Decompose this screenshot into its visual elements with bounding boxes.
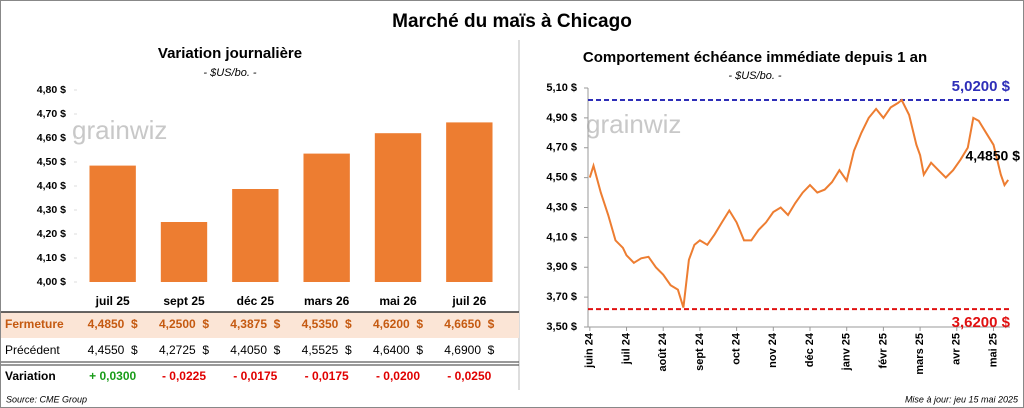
source: Source: CME Group: [6, 394, 87, 404]
y-tick-label: 4,50 $: [546, 172, 577, 184]
x-tick-label: févr 25: [877, 333, 889, 368]
bar: [303, 153, 350, 282]
x-tick-label: juin 24: [584, 332, 596, 369]
table-cell: 4,2500 $: [159, 317, 209, 331]
bar: [160, 222, 208, 282]
x-tick-label: janv 25: [841, 333, 853, 371]
table-cell: 4,3875 $: [230, 317, 280, 331]
y-tick-label: 4,70 $: [546, 142, 577, 154]
x-tick-label: déc 24: [804, 332, 816, 367]
bar: [232, 189, 279, 282]
table-cell: 4,4550 $: [88, 343, 138, 357]
x-tick-label: août 24: [657, 332, 669, 371]
bar: [374, 133, 422, 282]
y-tick-label: 5,10 $: [546, 82, 577, 94]
table-cell: - 0,0200: [376, 369, 420, 383]
y-tick-label: 4,30 $: [37, 204, 66, 216]
bar: [89, 165, 136, 282]
y-tick-label: 4,40 $: [37, 180, 66, 192]
chart-title: Comportement échéance immédiate depuis 1…: [583, 49, 927, 66]
x-tick-label: juil 26: [451, 294, 486, 308]
page-title: Marché du maïs à Chicago: [392, 11, 632, 32]
table-cell: 4,6400 $: [373, 343, 423, 357]
x-tick-label: sept 25: [163, 294, 205, 308]
y-tick-label: 4,50 $: [37, 156, 66, 168]
reference-label: 5,0200 $: [952, 78, 1011, 95]
x-tick-label: mars 25: [914, 333, 926, 375]
y-tick-label: 4,70 $: [37, 108, 66, 120]
x-tick-label: juil 24: [620, 332, 632, 365]
y-tick-label: 4,10 $: [546, 231, 577, 243]
table-cell: - 0,0175: [305, 369, 349, 383]
x-tick-label: avr 25: [951, 333, 963, 365]
watermark: grainwiz: [72, 115, 167, 145]
last-label: 4,4850 $: [966, 148, 1021, 164]
table-cell: 4,2725 $: [159, 343, 209, 357]
x-tick-label: mai 25: [987, 333, 999, 367]
table-cell: 4,5525 $: [302, 343, 352, 357]
y-tick-label: 4,20 $: [37, 228, 66, 240]
table-cell: - 0,0175: [233, 369, 277, 383]
y-tick-label: 3,90 $: [546, 261, 577, 273]
x-tick-label: sept 24: [694, 332, 706, 371]
x-tick-label: oct 24: [731, 332, 743, 365]
y-tick-label: 4,90 $: [546, 112, 577, 124]
table-cell: 4,6900 $: [444, 343, 494, 357]
table-cell: - 0,0250: [447, 369, 491, 383]
y-tick-label: 4,60 $: [37, 132, 66, 144]
row-background: [1, 312, 519, 338]
updated: Mise à jour: jeu 15 mai 2025: [905, 394, 1019, 404]
y-tick-label: 4,00 $: [37, 276, 66, 288]
chart-title: Variation journalière: [158, 45, 302, 62]
row-label: Variation: [5, 369, 56, 383]
x-tick-label: mai 26: [379, 294, 417, 308]
chart-subtitle: - $US/bo. -: [203, 67, 257, 79]
bar: [446, 122, 493, 283]
price-line: [588, 98, 1010, 308]
row-label: Précédent: [5, 343, 60, 357]
x-tick-label: mars 26: [304, 294, 350, 308]
y-tick-label: 4,80 $: [37, 84, 66, 96]
x-tick-label: juil 25: [95, 294, 130, 308]
y-tick-label: 3,70 $: [546, 291, 577, 303]
table-cell: 4,6650 $: [444, 317, 494, 331]
x-tick-label: nov 24: [767, 332, 779, 368]
table-cell: 4,4050 $: [230, 343, 280, 357]
y-tick-label: 3,50 $: [546, 321, 577, 333]
table-cell: 4,4850 $: [88, 317, 138, 331]
table-cell: 4,6200 $: [373, 317, 423, 331]
y-tick-label: 4,10 $: [37, 252, 66, 264]
table-cell: - 0,0225: [162, 369, 206, 383]
table-cell: + 0,0300: [89, 369, 136, 383]
chart-subtitle: - $US/bo. -: [728, 70, 782, 82]
row-label: Fermeture: [5, 317, 64, 331]
y-tick-label: 4,30 $: [546, 201, 577, 213]
reference-label: 3,6200 $: [952, 314, 1011, 331]
table-cell: 4,5350 $: [302, 317, 352, 331]
x-tick-label: déc 25: [237, 294, 275, 308]
watermark: grainwiz: [586, 109, 681, 139]
